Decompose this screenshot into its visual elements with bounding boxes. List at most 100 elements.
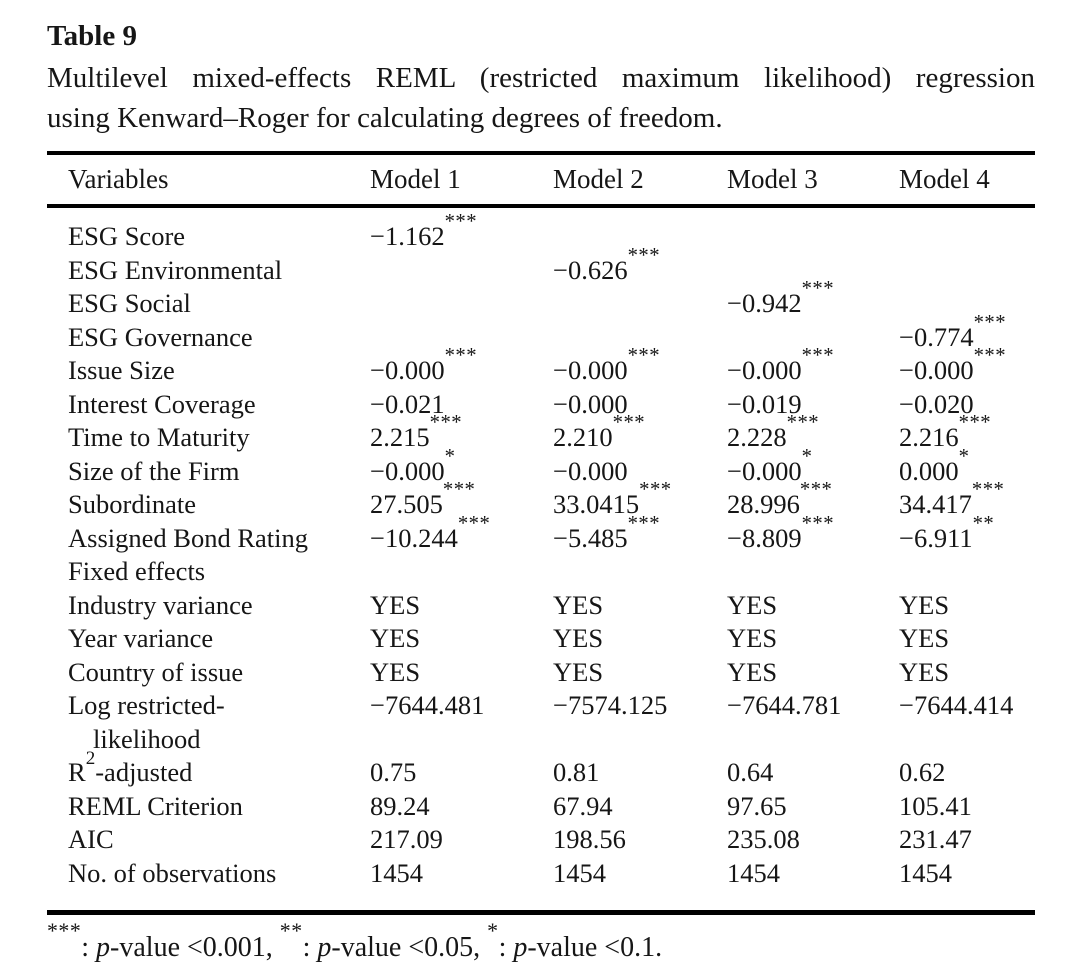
row-label: AIC [68, 824, 114, 854]
table-row: Time to Maturity 2.215*** 2.210*** 2.228***… [47, 412, 1035, 455]
row-value: −6.911** [899, 512, 995, 553]
row-value: −0.000* [727, 445, 813, 486]
row-value: −0.019 [727, 388, 802, 419]
column-header-model-3: Model 3 [727, 164, 818, 194]
row-value: −0.000*** [899, 345, 1007, 385]
caption-line-1: Multilevel mixed-effects REML (restricte… [47, 62, 1035, 94]
significance-stars: *** [627, 244, 661, 267]
table-caption: Multilevel mixed-effects REML (restricte… [47, 58, 1035, 138]
row-value: −0.020 [899, 388, 974, 419]
table-row: AIC 217.09 198.56 235.08 231.47 [47, 823, 1035, 857]
row-value: 1454 [727, 857, 780, 888]
footnote: ***: p-value <0.001, **: p-value <0.05, … [47, 919, 663, 963]
table-row: Subordinate 27.505*** 33.0415*** 28.996*** 3… [47, 479, 1035, 522]
significance-stars: *** [801, 278, 835, 301]
row-value: 0.75 [370, 757, 417, 787]
row-label: ESG Environmental [68, 254, 283, 285]
row-value [553, 287, 727, 321]
row-value: 0.000* [899, 445, 970, 486]
table-row: Log restricted-likelihood −7644.481 −7574.… [47, 689, 1035, 756]
row-value: −0.000*** [727, 345, 835, 385]
row-value [899, 555, 1035, 589]
p-italic: p [513, 932, 528, 963]
row-value: 67.94 [553, 790, 613, 821]
row-value [727, 555, 899, 589]
row-value: −7644.781 [727, 690, 842, 720]
row-value: YES [899, 623, 950, 653]
row-value: 2.216*** [899, 412, 992, 452]
row-label: Industry variance [68, 589, 253, 620]
row-value: −0.626*** [553, 244, 661, 285]
row-value [899, 287, 1035, 321]
row-label: ESG Governance [68, 321, 253, 352]
row-value: YES [727, 656, 778, 687]
row-value: −1.162*** [370, 211, 478, 251]
row-value: 0.81 [553, 757, 600, 787]
significance-stars: *** [786, 412, 820, 435]
row-value [370, 555, 553, 589]
row-value [370, 287, 553, 321]
row-value [899, 220, 1035, 254]
column-header-model-4: Model 4 [899, 164, 990, 194]
significance-stars: *** [801, 345, 835, 368]
row-value: −10.244*** [370, 512, 491, 553]
table-row: Year variance YES YES YES YES [47, 622, 1035, 656]
significance-stars: *** [627, 512, 661, 535]
significance-stars: *** [971, 479, 1005, 502]
significance-stars: *** [444, 345, 478, 368]
row-value: YES [899, 589, 950, 620]
significance-stars: * [444, 445, 456, 468]
row-value: −8.809*** [727, 512, 835, 553]
row-value: 89.24 [370, 790, 430, 821]
row-label-line-2: likelihood [93, 723, 201, 754]
column-header-model-2: Model 2 [553, 164, 644, 194]
row-label: Fixed effects [68, 556, 206, 586]
p-italic: p [317, 932, 332, 963]
table-row: Fixed effects [47, 555, 1035, 589]
table-row: Size of the Firm −0.000* −0.000 −0.000* 0.00… [47, 445, 1035, 489]
row-value: 2.228*** [727, 412, 820, 452]
significance-stars: * [801, 445, 813, 468]
row-value: 0.64 [727, 757, 774, 787]
row-value: 28.996*** [727, 479, 833, 519]
row-value: −5.485*** [553, 512, 661, 553]
row-value: YES [553, 623, 604, 653]
significance-stars: *** [627, 345, 661, 368]
row-label: Country of issue [68, 656, 244, 687]
row-label: Interest Coverage [68, 388, 256, 419]
table-header-row: Variables Model 1 Model 2 Model 3 Model … [47, 155, 1035, 208]
row-value: YES [370, 589, 421, 620]
row-value: −0.000 [553, 388, 628, 419]
row-value [727, 220, 899, 254]
row-value [899, 254, 1035, 288]
row-label: Issue Size [68, 355, 175, 385]
significance-stars: *** [958, 412, 992, 435]
regression-table: Variables Model 1 Model 2 Model 3 Model … [47, 151, 1035, 915]
table-row: No. of observations 1454 1454 1454 1454 [47, 857, 1035, 891]
row-label: REML Criterion [68, 790, 243, 821]
significance-stars: *** [799, 479, 833, 502]
table-label: Table 9 [47, 20, 137, 52]
row-value: −0.021 [370, 388, 445, 419]
table-row: REML Criterion 89.24 67.94 97.65 105.41 [47, 790, 1035, 824]
row-label: No. of observations [68, 857, 277, 888]
row-value: 1454 [553, 857, 606, 888]
row-value: −0.000*** [553, 345, 661, 385]
table-row: ESG Governance −0.774*** [47, 313, 1035, 355]
row-value [370, 254, 553, 288]
significance-stars: *** [457, 512, 491, 535]
table-row: Assigned Bond Rating −10.244*** −5.485*** −… [47, 512, 1035, 556]
column-header-model-1: Model 1 [370, 164, 461, 194]
row-value: 97.65 [727, 790, 787, 821]
significance-stars: *** [612, 412, 646, 435]
row-value: YES [370, 656, 421, 687]
significance-stars: * [487, 919, 499, 944]
row-value: −0.942*** [727, 278, 835, 318]
row-label: Time to Maturity [68, 422, 250, 452]
p-italic: p [96, 932, 111, 963]
table-row: ESG Environmental −0.626*** [47, 244, 1035, 288]
row-value: −0.000 [553, 455, 628, 486]
table-row: Industry variance YES YES YES YES [47, 589, 1035, 623]
significance-stars: *** [973, 345, 1007, 368]
